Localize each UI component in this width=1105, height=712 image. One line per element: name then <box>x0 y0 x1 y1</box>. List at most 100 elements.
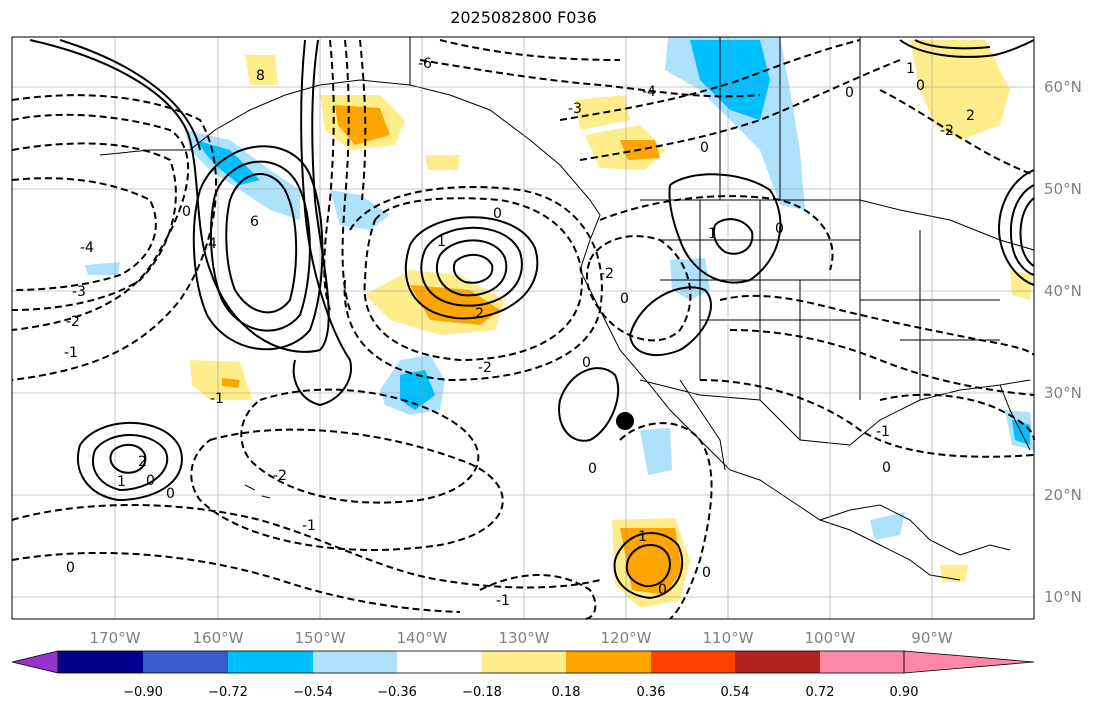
map-frame <box>11 36 1035 620</box>
contour-pos-low-4 <box>405 216 539 320</box>
lon-label-170w: 170°W <box>90 629 141 647</box>
contour-pos-ridge-2 <box>209 160 311 332</box>
contour-label-l: -1 <box>210 391 224 407</box>
contour-neg-north-1 <box>419 59 761 98</box>
contour-label-ag: 1 <box>437 234 446 250</box>
colorbar-segment <box>566 651 651 673</box>
positive-contours <box>29 39 1035 600</box>
contour-label-ab: 0 <box>845 85 854 101</box>
contour-label-aj: 2 <box>475 306 484 322</box>
yellow-field-small <box>425 155 460 170</box>
yellow-field-yukon <box>575 95 630 130</box>
colorbar-segment <box>397 651 482 673</box>
contour-label-u: 0 <box>146 473 155 489</box>
contour-label-z: 0 <box>916 78 925 94</box>
colorbar-over-triangle <box>903 650 1035 674</box>
contour-label-al: 2 <box>138 454 147 470</box>
colorbar-tick-labels: −0.90 −0.72 −0.54 −0.36 −0.18 0.18 0.36 … <box>123 685 918 700</box>
contour-pos-east-3 <box>1019 197 1035 267</box>
yellow-field-hawaii-n <box>190 360 252 400</box>
blue-field-canada <box>665 37 805 210</box>
lon-label-130w: 130°W <box>499 629 550 647</box>
contour-label-ac: 0 <box>775 221 784 237</box>
contour-neg-east-2 <box>729 329 1035 396</box>
contour-pos-west-2 <box>77 421 183 502</box>
contour-label-h: -2 <box>600 266 614 282</box>
location-marker <box>616 412 634 430</box>
contour-pos-ridge-6 <box>292 39 352 407</box>
contour-neg-hawaii-2 <box>190 428 504 551</box>
contour-label-ae: 1 <box>117 474 126 490</box>
canada-provinces <box>719 37 861 200</box>
contour-label-p: 0 <box>700 140 709 156</box>
contour-pos-tropics-1 <box>613 532 684 600</box>
contour-pos-hudson-2 <box>914 39 991 50</box>
contour-neg-west-3 <box>11 177 157 291</box>
lon-label-110w: 110°W <box>703 629 754 647</box>
colorbar-tick: 0.36 <box>637 685 666 700</box>
contour-label-q: 0 <box>493 206 502 222</box>
colorbar-segment <box>735 651 820 673</box>
lat-label-30n: 30°N <box>1044 384 1082 402</box>
colorbar-segment <box>820 651 904 673</box>
contour-neg-north-4 <box>579 59 901 161</box>
lon-label-100w: 100°W <box>805 629 856 647</box>
baja-peninsula <box>679 379 726 471</box>
us-states-horizontal <box>660 239 1000 341</box>
contour-label-x: 0 <box>658 582 667 598</box>
contour-neg-baja <box>619 422 713 620</box>
contour-label-b: -4 <box>80 240 94 256</box>
contour-label-y: 0 <box>702 565 711 581</box>
contour-neg-nevada <box>586 235 692 342</box>
contour-pos-sw <box>629 286 712 356</box>
contour-pos-nevada-1 <box>668 173 782 284</box>
lat-label-20n: 20°N <box>1044 486 1082 504</box>
contour-label-k: -1 <box>64 345 78 361</box>
lat-label-50n: 50°N <box>1044 180 1082 198</box>
coastline-aleutians <box>99 149 190 156</box>
negative-contours <box>11 39 1035 620</box>
contour-neg-south-3 <box>479 574 597 620</box>
contour-pos-east-1 <box>998 169 1035 286</box>
contour-pos-low-1 <box>452 253 494 284</box>
contour-label-w: 0 <box>66 560 75 576</box>
longitude-labels: 170°W 160°W 150°W 140°W 130°W 120°W 110°… <box>90 629 953 647</box>
colorbar-tick: 0.18 <box>552 685 581 700</box>
contour-label-ai: 1 <box>906 61 915 77</box>
contour-neg-trough-2 <box>341 39 351 311</box>
contour-label-ah: 1 <box>708 226 717 242</box>
contour-label-o: -1 <box>876 424 890 440</box>
contour-neg-ring-1 <box>363 197 583 362</box>
lon-label-140w: 140°W <box>397 629 448 647</box>
contour-neg-north-2 <box>439 39 621 61</box>
contour-label-f: -2 <box>66 314 80 330</box>
contour-pos-tropics-2 <box>625 544 671 588</box>
contour-label-m: -1 <box>302 518 316 534</box>
contour-label-ad: 0 <box>182 204 191 220</box>
contour-label-g: -2 <box>478 360 492 376</box>
blue-field-baja <box>640 428 672 475</box>
lon-label-150w: 150°W <box>295 629 346 647</box>
contour-label-j: -2 <box>940 123 954 139</box>
contour-label-r: 0 <box>620 291 629 307</box>
contour-pos-low-3 <box>420 226 523 307</box>
contour-neg-west-1 <box>11 113 190 331</box>
lon-label-160w: 160°W <box>193 629 244 647</box>
border-us-mexico <box>639 379 851 446</box>
blue-field-nevada <box>670 258 710 300</box>
contour-pos-ridge-5 <box>59 39 201 151</box>
great-lakes-border <box>859 199 1035 251</box>
contour-label-n: -1 <box>496 593 510 609</box>
contour-label-ao: 8 <box>256 68 265 84</box>
colorbar-tick: −0.36 <box>377 685 417 700</box>
colorbar-segment <box>482 651 566 673</box>
orange-core-tropics <box>620 528 682 595</box>
latitude-labels: 60°N 50°N 40°N 30°N 20°N 10°N <box>1044 78 1082 606</box>
contour-pos-hudson-1 <box>899 39 1035 58</box>
contour-label-aa: 0 <box>882 460 891 476</box>
colorbar-segment <box>313 651 397 673</box>
blue-field-west <box>85 262 120 275</box>
colorbar-tick: 0.90 <box>890 685 919 700</box>
contour-neg-south-2 <box>11 551 461 613</box>
